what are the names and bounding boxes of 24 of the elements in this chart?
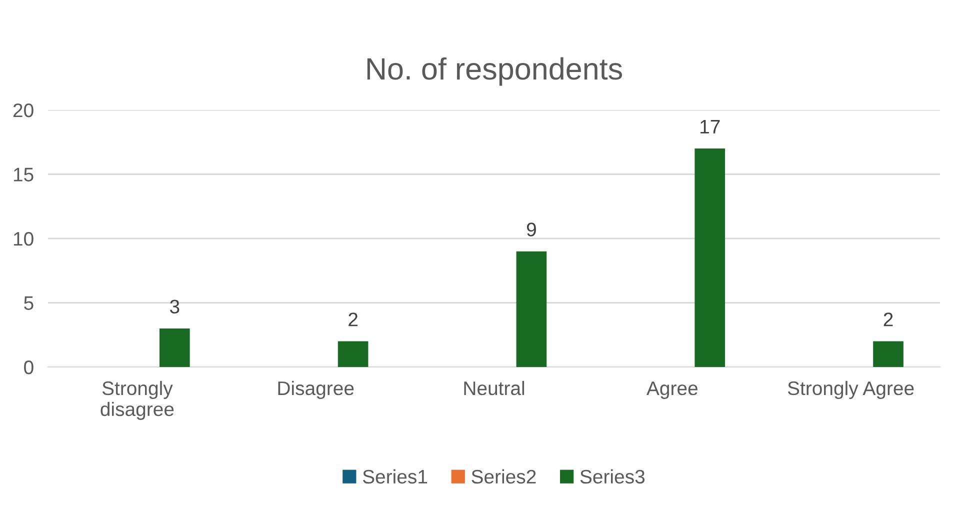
x-tick-label: Neutral (464, 380, 524, 396)
x-tick-label: Strongly Agree (788, 380, 914, 400)
legend-label: Series1 (362, 469, 428, 484)
y-tick-label: 20 (13, 103, 34, 118)
data-label: 3 (170, 300, 180, 314)
y-tick-label: 5 (24, 296, 34, 310)
bar (873, 341, 904, 367)
chart-title: No. of respondents (367, 57, 622, 86)
x-tick-label: Disagree (278, 380, 354, 400)
bar (694, 148, 726, 367)
y-tick-label: 0 (24, 360, 34, 374)
legend-label: Series2 (472, 469, 536, 484)
x-tick-label: Agree (646, 382, 698, 400)
data-label: 2 (348, 312, 358, 326)
legend-label: Series3 (580, 469, 645, 484)
bar (160, 328, 190, 367)
y-tick-label: 15 (14, 168, 34, 182)
data-label: 17 (700, 120, 720, 134)
bar (338, 341, 368, 367)
data-label: 2 (884, 312, 893, 326)
bar (516, 251, 547, 367)
y-tick-label: 10 (14, 232, 34, 246)
data-label: 9 (526, 222, 536, 236)
x-tick-label: Strongly disagree (100, 380, 174, 420)
